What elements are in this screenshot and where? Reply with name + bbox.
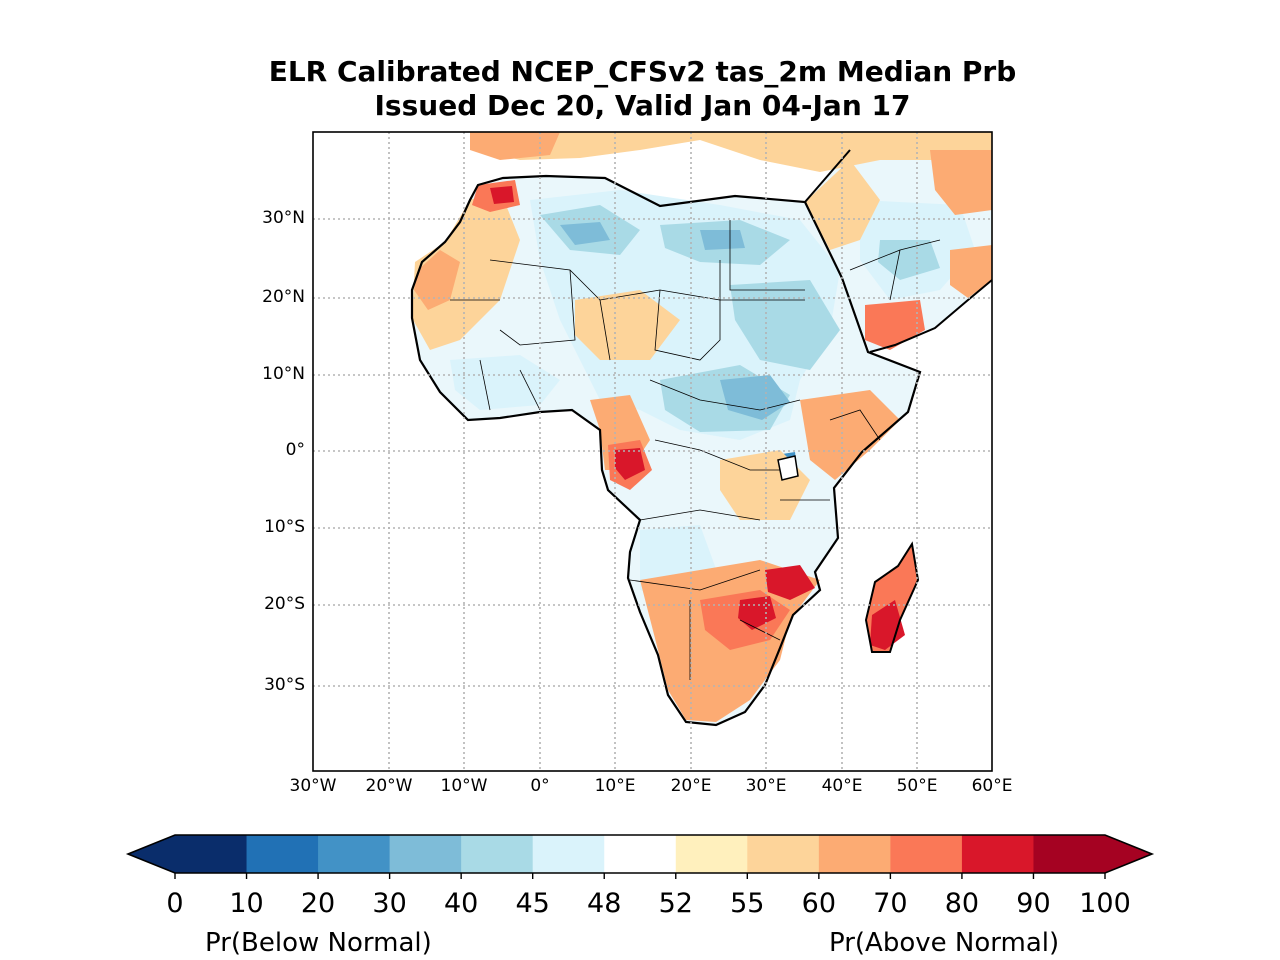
colorbar-segment — [247, 835, 319, 873]
colorbar-segment — [962, 835, 1034, 873]
colorbar-label-above: Pr(Above Normal) — [829, 928, 1059, 958]
colorbar-tick-label: 80 — [932, 888, 992, 919]
colorbar-segment — [533, 835, 605, 873]
colorbar-segment — [747, 835, 819, 873]
colorbar-tick-label: 10 — [217, 888, 277, 919]
colorbar-segment — [175, 835, 247, 873]
colorbar-segment — [819, 835, 891, 873]
colorbar — [0, 0, 1280, 960]
colorbar-tick-label: 0 — [145, 888, 205, 919]
colorbar-tick-label: 100 — [1075, 888, 1135, 919]
colorbar-tick-label: 45 — [503, 888, 563, 919]
colorbar-segment — [461, 835, 533, 873]
colorbar-segment — [676, 835, 748, 873]
colorbar-tick-label: 20 — [288, 888, 348, 919]
colorbar-tick-label: 60 — [789, 888, 849, 919]
colorbar-tick-label: 40 — [431, 888, 491, 919]
colorbar-tick-label: 70 — [860, 888, 920, 919]
colorbar-tickmarks — [175, 873, 1105, 879]
colorbar-segment — [1033, 835, 1105, 873]
colorbar-tick-label: 48 — [574, 888, 634, 919]
colorbar-segment — [390, 835, 462, 873]
colorbar-segment — [604, 835, 676, 873]
colorbar-segment — [318, 835, 390, 873]
colorbar-extend-low — [128, 835, 175, 873]
colorbar-label-below: Pr(Below Normal) — [205, 928, 432, 958]
colorbar-tick-label: 30 — [360, 888, 420, 919]
colorbar-extend-high — [1105, 835, 1152, 873]
colorbar-tick-label: 55 — [717, 888, 777, 919]
colorbar-tick-label: 90 — [1003, 888, 1063, 919]
colorbar-segments — [175, 835, 1106, 873]
colorbar-segment — [890, 835, 962, 873]
colorbar-tick-label: 52 — [646, 888, 706, 919]
